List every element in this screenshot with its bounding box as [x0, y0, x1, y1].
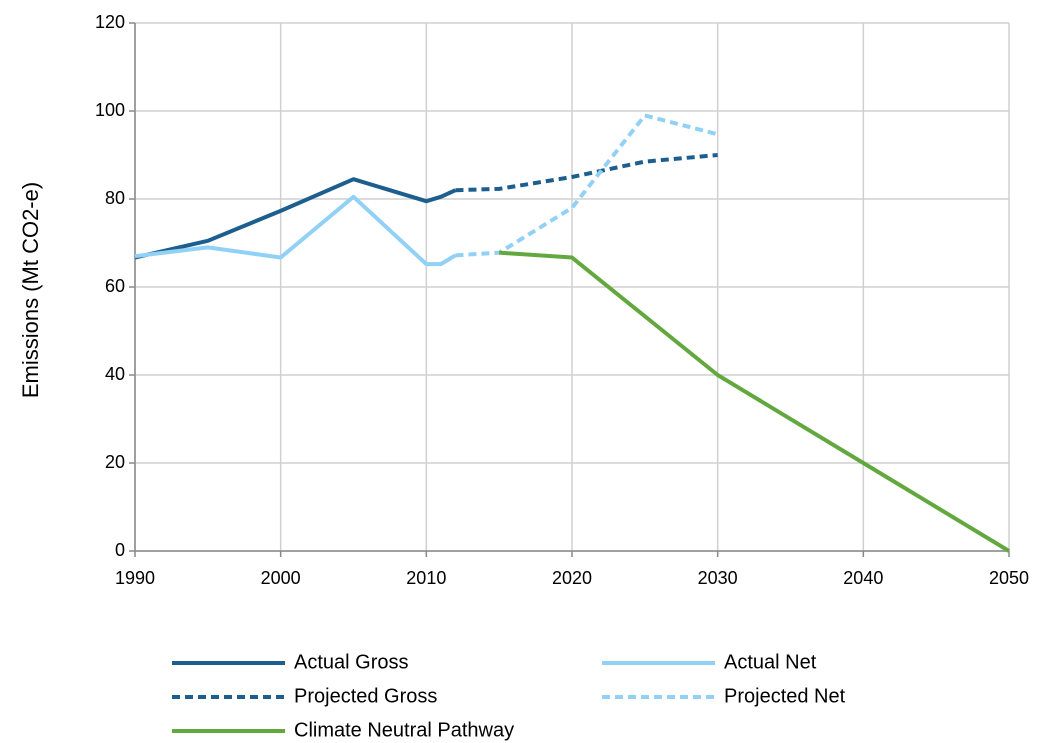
y-tick-label: 20 — [105, 452, 125, 472]
y-tick-label: 60 — [105, 276, 125, 296]
x-tick-label: 1990 — [115, 568, 155, 588]
x-tick-label: 2010 — [406, 568, 446, 588]
series-line — [455, 153, 718, 193]
series-line — [134, 177, 457, 260]
x-tick-label: 2030 — [698, 568, 738, 588]
x-tick-label: 2020 — [552, 568, 592, 588]
x-tick-label: 2050 — [989, 568, 1029, 588]
legend-label: Actual Net — [724, 651, 817, 673]
y-tick-label: 100 — [95, 100, 125, 120]
x-tick-label: 2000 — [261, 568, 301, 588]
x-tick-label: 2040 — [843, 568, 883, 588]
y-tick-label: 80 — [105, 188, 125, 208]
legend-label: Projected Net — [724, 685, 846, 707]
y-tick-label: 0 — [115, 540, 125, 560]
legend-label: Projected Gross — [294, 685, 437, 707]
series-line — [499, 250, 1011, 553]
legend-label: Actual Gross — [294, 651, 408, 673]
y-tick-label: 120 — [95, 12, 125, 32]
series-line — [134, 194, 457, 267]
y-tick-label: 40 — [105, 364, 125, 384]
legend-label: Climate Neutral Pathway — [294, 719, 514, 741]
series-line — [455, 113, 719, 258]
y-axis-label: Emissions (Mt CO2-e) — [18, 182, 43, 398]
